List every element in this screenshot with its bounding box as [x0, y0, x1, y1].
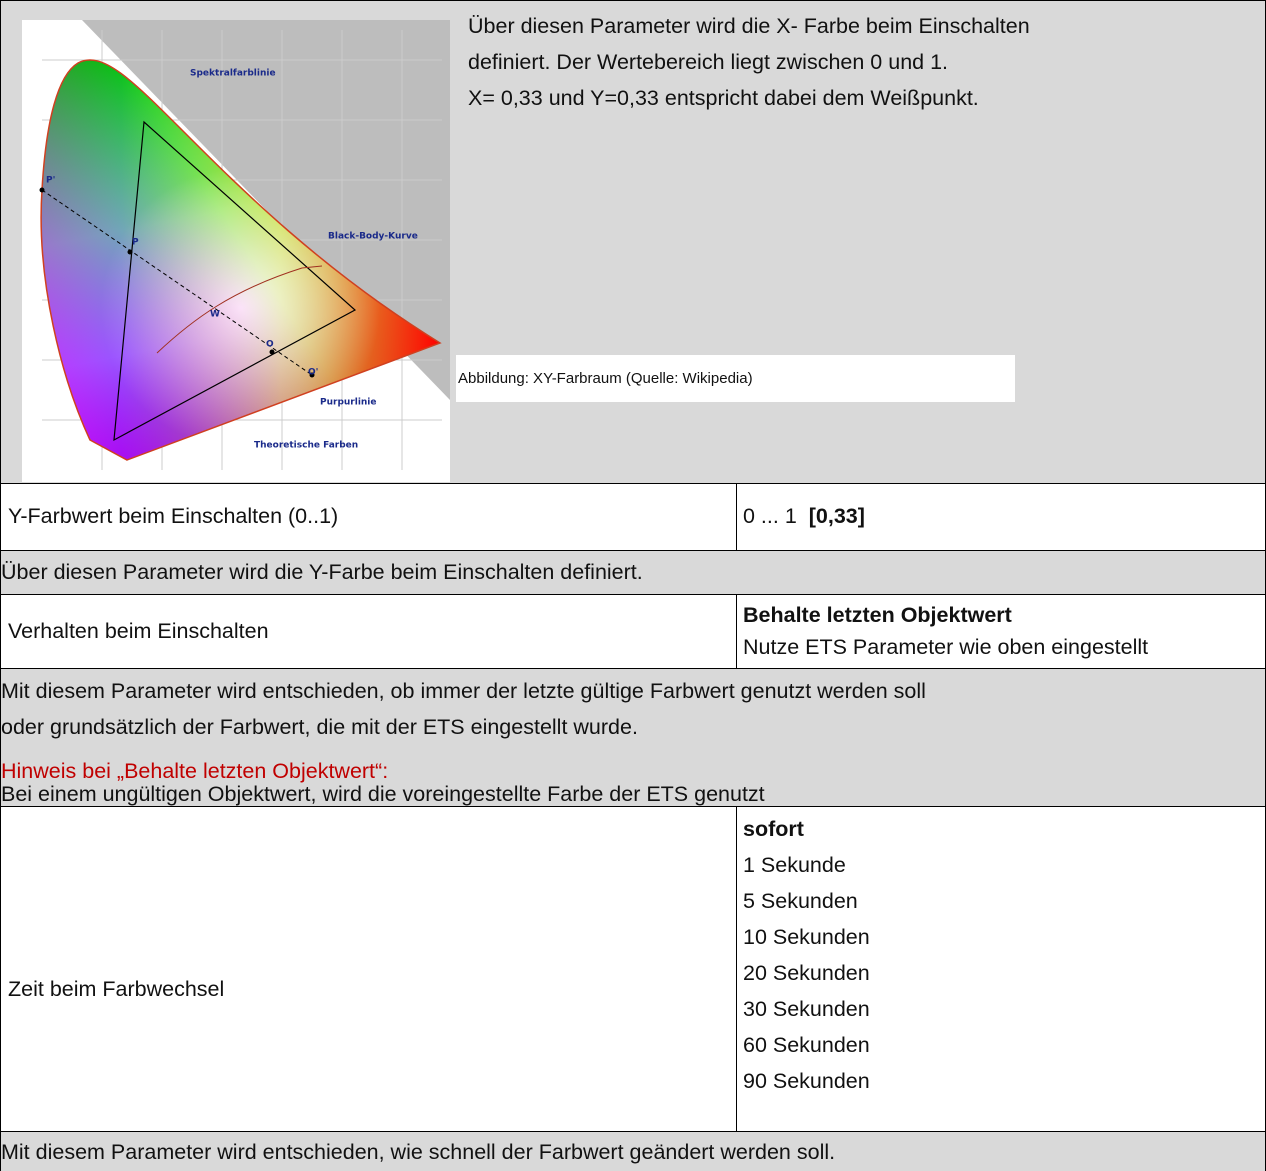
figure-label: P: [132, 238, 139, 248]
option: 60 Sekunden: [743, 1033, 870, 1057]
range: 0 ... 1: [743, 504, 797, 528]
param-name: Zeit beim Farbwechsel: [8, 977, 225, 1001]
default-option: Behalte letzten Objektwert: [743, 603, 1012, 627]
option: 20 Sekunden: [743, 961, 870, 985]
option: 90 Sekunden: [743, 1069, 870, 1093]
param-value-cell: sofort 1 Sekunde 5 Sekunden 10 Sekunden …: [736, 806, 1266, 1132]
default-value: [0,33]: [808, 504, 865, 528]
description: Über diesen Parameter wird die Y-Farbe b…: [1, 560, 643, 584]
param-name-cell: Zeit beim Farbwechsel: [0, 806, 737, 1132]
intro-line: Über diesen Parameter wird die X- Farbe …: [468, 14, 1030, 38]
param-value-cell: Behalte letzten Objektwert Nutze ETS Par…: [736, 594, 1266, 669]
option: 1 Sekunde: [743, 853, 846, 877]
description: oder grundsätzlich der Farbwert, die mit…: [1, 715, 638, 739]
option: 30 Sekunden: [743, 997, 870, 1021]
figure-label: Black-Body-Kurve: [328, 232, 418, 242]
intro-line: definiert. Der Wertebereich liegt zwisch…: [468, 50, 949, 74]
default-option: sofort: [743, 817, 804, 841]
figure-caption: Abbildung: XY-Farbraum (Quelle: Wikipedi…: [458, 370, 753, 387]
description-cell: Mit diesem Parameter wird entschieden, o…: [0, 668, 1266, 807]
param-name-cell: Verhalten beim Einschalten: [0, 594, 737, 669]
option: 5 Sekunden: [743, 889, 858, 913]
option: 10 Sekunden: [743, 925, 870, 949]
figure-label: Theoretische Farben: [254, 441, 358, 451]
param-value-cell: 0 ... 1 [0,33]: [736, 483, 1266, 551]
description-cell: Über diesen Parameter wird die Y-Farbe b…: [0, 550, 1266, 595]
description: Mit diesem Parameter wird entschieden, o…: [1, 679, 926, 703]
param-value: 0 ... 1 [0,33]: [743, 498, 865, 534]
figure-label: Spektralfarblinie: [190, 69, 276, 79]
figure-label: Purpurlinie: [320, 398, 377, 408]
param-name: Verhalten beim Einschalten: [8, 619, 269, 643]
cie-figure: Spektralfarblinie Black-Body-Kurve Purpu…: [22, 20, 450, 482]
figure-label: P': [46, 176, 55, 186]
figure-label: O: [266, 340, 274, 350]
intro-line: X= 0,33 und Y=0,33 entspricht dabei dem …: [468, 86, 979, 110]
figure-label: O': [308, 368, 318, 378]
figure-label: W: [210, 310, 220, 320]
note-title: Hinweis bei „Behalte letzten Objektwert“…: [1, 759, 389, 783]
description-cell: Mit diesem Parameter wird entschieden, w…: [0, 1131, 1266, 1171]
param-name-cell: Y-Farbwert beim Einschalten (0..1): [0, 483, 737, 551]
caption-box: Abbildung: XY-Farbraum (Quelle: Wikipedi…: [456, 355, 1015, 402]
note: Bei einem ungültigen Objektwert, wird di…: [1, 782, 765, 806]
option: Nutze ETS Parameter wie oben eingestellt: [743, 635, 1149, 659]
param-name: Y-Farbwert beim Einschalten (0..1): [8, 504, 339, 528]
description: Mit diesem Parameter wird entschieden, w…: [1, 1140, 836, 1164]
